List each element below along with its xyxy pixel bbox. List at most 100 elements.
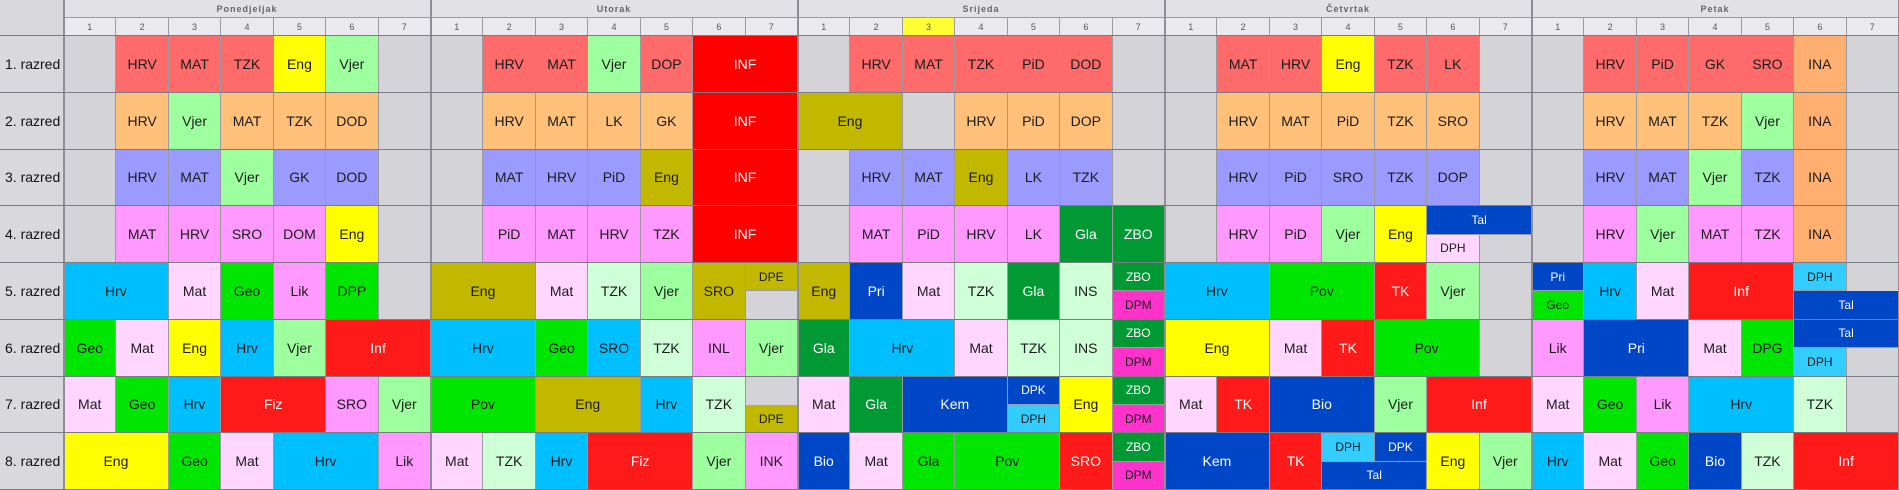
lesson-cell[interactable]: Hrv — [1532, 433, 1585, 490]
lesson-cell[interactable]: Vjer — [1374, 376, 1428, 434]
lesson-cell[interactable]: PiD — [483, 206, 536, 263]
lesson-cell[interactable]: TZK — [1374, 149, 1428, 207]
lesson-cell[interactable]: Pri — [850, 263, 903, 320]
lesson-cell[interactable]: ZBO — [1112, 319, 1165, 349]
lesson-cell[interactable]: Lik — [1532, 319, 1585, 377]
lesson-cell[interactable]: TZK — [640, 206, 694, 263]
lesson-cell[interactable]: Inf — [326, 319, 431, 377]
lesson-cell[interactable]: INL — [693, 319, 746, 377]
lesson-cell[interactable]: TZK — [1374, 36, 1428, 93]
lesson-cell[interactable]: Vjer — [693, 433, 746, 490]
lesson-cell[interactable]: DPE — [745, 263, 798, 292]
lesson-cell[interactable]: Eng — [798, 263, 851, 320]
lesson-cell[interactable]: HRV — [1269, 36, 1323, 93]
lesson-cell[interactable]: MAT — [535, 36, 589, 93]
lesson-cell[interactable]: DPH — [1794, 263, 1847, 292]
lesson-cell[interactable]: DPK — [1007, 376, 1061, 405]
lesson-cell[interactable]: DOD — [1060, 36, 1113, 93]
lesson-cell[interactable]: Mat — [955, 319, 1008, 377]
lesson-cell[interactable]: PiD — [902, 206, 956, 263]
lesson-cell[interactable]: Mat — [1584, 433, 1637, 490]
lesson-cell[interactable]: PiD — [1269, 206, 1323, 263]
lesson-cell[interactable]: HRV — [483, 92, 536, 150]
lesson-cell[interactable]: HRV — [1584, 206, 1637, 263]
lesson-cell[interactable]: SRO — [1427, 92, 1480, 150]
lesson-cell[interactable]: TZK — [1741, 149, 1795, 207]
lesson-cell[interactable]: DPH — [1007, 404, 1061, 434]
lesson-cell[interactable]: INF — [693, 36, 798, 93]
lesson-cell[interactable]: Eng — [168, 319, 222, 377]
lesson-cell[interactable]: Eng — [273, 36, 327, 93]
lesson-cell[interactable]: Hrv — [535, 433, 589, 490]
lesson-cell[interactable]: Hrv — [1584, 263, 1637, 320]
lesson-cell[interactable]: Inf — [1689, 263, 1795, 320]
lesson-cell[interactable]: Vjer — [1636, 206, 1690, 263]
lesson-cell[interactable]: MAT — [850, 206, 903, 263]
lesson-cell[interactable]: HRV — [116, 36, 169, 93]
lesson-cell[interactable]: Gla — [1007, 263, 1061, 320]
lesson-cell[interactable]: Bio — [798, 433, 851, 490]
lesson-cell[interactable]: TZK — [955, 36, 1008, 93]
lesson-cell[interactable]: Eng — [798, 92, 903, 150]
lesson-cell[interactable]: Vjer — [745, 319, 798, 377]
lesson-cell[interactable]: Geo — [221, 263, 274, 320]
lesson-cell[interactable]: Eng — [1060, 376, 1113, 434]
lesson-cell[interactable]: Geo — [64, 319, 117, 377]
lesson-cell[interactable]: Vjer — [588, 36, 641, 93]
lesson-cell[interactable]: Pri — [1584, 319, 1690, 377]
lesson-cell[interactable]: MAT — [1689, 206, 1742, 263]
lesson-cell[interactable]: INF — [693, 206, 798, 263]
lesson-cell[interactable]: MAT — [483, 149, 536, 207]
lesson-cell[interactable]: Vjer — [378, 376, 431, 434]
lesson-cell[interactable]: Geo — [168, 433, 222, 490]
lesson-cell[interactable]: HRV — [588, 206, 641, 263]
lesson-cell[interactable]: Geo — [1584, 376, 1637, 434]
lesson-cell[interactable]: HRV — [850, 36, 903, 93]
lesson-cell[interactable]: Mat — [221, 433, 274, 490]
lesson-cell[interactable]: PiD — [1636, 36, 1690, 93]
lesson-cell[interactable]: Gla — [1060, 206, 1113, 263]
lesson-cell[interactable]: HRV — [535, 149, 589, 207]
lesson-cell[interactable]: HRV — [116, 149, 169, 207]
lesson-cell[interactable]: GK — [1689, 36, 1742, 93]
lesson-cell[interactable]: MAT — [116, 206, 169, 263]
lesson-cell[interactable]: MAT — [1636, 92, 1690, 150]
lesson-cell[interactable]: Vjer — [640, 263, 694, 320]
lesson-cell[interactable]: ZBO — [1112, 263, 1165, 292]
lesson-cell[interactable]: Eng — [535, 376, 641, 434]
lesson-cell[interactable]: Eng — [431, 263, 536, 320]
lesson-cell[interactable]: Eng — [326, 206, 379, 263]
lesson-cell[interactable]: Lik — [273, 263, 327, 320]
lesson-cell[interactable]: HRV — [1217, 206, 1270, 263]
lesson-cell[interactable]: LK — [1427, 36, 1480, 93]
lesson-cell[interactable]: INS — [1060, 263, 1113, 320]
lesson-cell[interactable]: SRO — [1741, 36, 1795, 93]
lesson-cell[interactable]: Pov — [1269, 263, 1375, 320]
lesson-cell[interactable]: Mat — [116, 319, 169, 377]
lesson-cell[interactable]: Vjer — [221, 149, 274, 207]
lesson-cell[interactable]: MAT — [168, 149, 222, 207]
lesson-cell[interactable]: INA — [1794, 92, 1847, 150]
lesson-cell[interactable]: PiD — [1007, 92, 1061, 150]
lesson-cell[interactable]: DPH — [1427, 234, 1480, 263]
lesson-cell[interactable]: TZK — [1689, 92, 1742, 150]
lesson-cell[interactable]: Hrv — [221, 319, 274, 377]
lesson-cell[interactable]: TZK — [955, 263, 1008, 320]
lesson-cell[interactable]: Vjer — [1427, 263, 1480, 320]
lesson-cell[interactable]: Fiz — [221, 376, 327, 434]
lesson-cell[interactable]: Eng — [1374, 206, 1428, 263]
lesson-cell[interactable]: DPH — [1322, 433, 1375, 462]
lesson-cell[interactable]: SRO — [588, 319, 641, 377]
lesson-cell[interactable]: DPK — [1374, 433, 1428, 462]
lesson-cell[interactable]: Hrv — [850, 319, 956, 377]
lesson-cell[interactable]: MAT — [535, 206, 589, 263]
lesson-cell[interactable]: HRV — [955, 206, 1008, 263]
lesson-cell[interactable]: TZK — [1374, 92, 1428, 150]
lesson-cell[interactable]: Hrv — [431, 319, 536, 377]
lesson-cell[interactable]: Tal — [1427, 206, 1532, 235]
lesson-cell[interactable]: HRV — [1217, 92, 1270, 150]
lesson-cell[interactable]: HRV — [1217, 149, 1270, 207]
lesson-cell[interactable]: Hrv — [64, 263, 169, 320]
lesson-cell[interactable]: INA — [1794, 149, 1847, 207]
lesson-cell[interactable]: Geo — [116, 376, 169, 434]
